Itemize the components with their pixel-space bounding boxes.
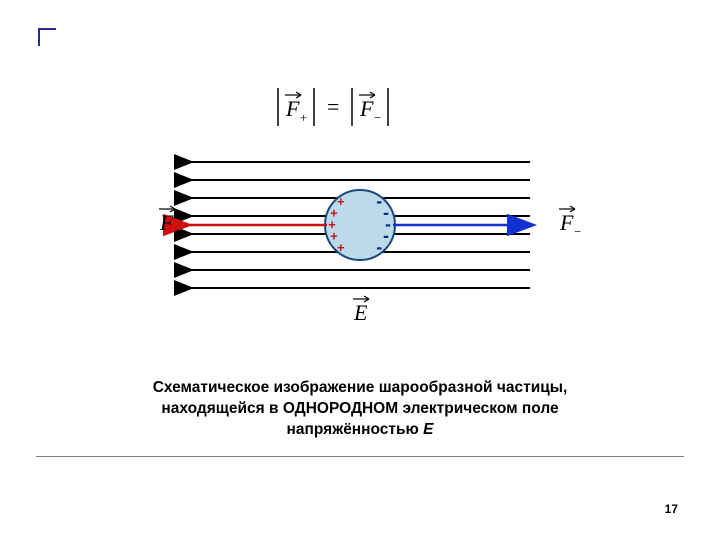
caption-E: Е (423, 421, 433, 438)
particle: +++++ ----- (325, 190, 395, 260)
physics-diagram: F + = F − +++++ ----- (130, 80, 590, 340)
caption-line2b: ОДНОРОДНОМ (283, 400, 398, 417)
eq-sub-left: + (300, 110, 307, 125)
corner-mark (38, 28, 56, 46)
svg-text:E: E (353, 300, 368, 325)
svg-text:F: F (559, 210, 574, 235)
svg-text:+: + (337, 194, 345, 209)
force-right-label: F − (559, 206, 581, 239)
svg-text:+: + (337, 240, 345, 255)
force-left-label: F + (159, 206, 181, 239)
caption: Схематическое изображение шарообразной ч… (60, 378, 660, 441)
svg-text:-: - (376, 191, 382, 211)
caption-line2a: находящейся в (161, 400, 282, 417)
caption-line2c: электрическом поле (398, 400, 558, 417)
diagram-svg: F + = F − +++++ ----- (130, 80, 590, 340)
caption-line3a: напряжённостью (287, 421, 424, 438)
eq-F-left: F (285, 96, 300, 121)
svg-text:F: F (159, 210, 174, 235)
svg-text:-: - (376, 237, 382, 257)
svg-text:−: − (574, 224, 581, 239)
eq-F-right: F (359, 96, 374, 121)
caption-line1: Схематическое изображение шарообразной ч… (153, 379, 568, 396)
svg-text:=: = (327, 94, 339, 119)
eq-sub-right: − (374, 110, 381, 125)
equation: F + = F − (278, 88, 388, 126)
svg-text:-: - (383, 226, 389, 246)
field-label-E: E (353, 296, 369, 325)
divider (36, 456, 684, 457)
svg-text:+: + (174, 224, 181, 239)
page-number: 17 (665, 502, 678, 516)
